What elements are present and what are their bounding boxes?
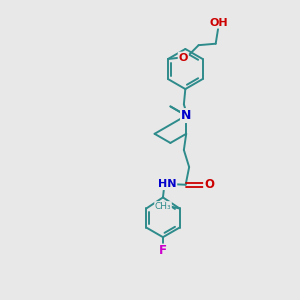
Text: O: O	[204, 178, 214, 191]
Text: F: F	[159, 244, 167, 257]
Text: CH₃: CH₃	[155, 202, 171, 211]
Text: N: N	[181, 109, 191, 122]
Text: O: O	[178, 52, 188, 62]
Text: HN: HN	[158, 179, 176, 189]
Text: OH: OH	[209, 17, 228, 28]
